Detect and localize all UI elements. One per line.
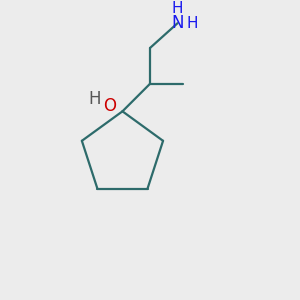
Text: N: N	[171, 14, 184, 32]
Text: O: O	[103, 97, 117, 115]
Text: H: H	[187, 16, 198, 31]
Text: H: H	[172, 1, 183, 16]
Text: H: H	[89, 90, 101, 108]
